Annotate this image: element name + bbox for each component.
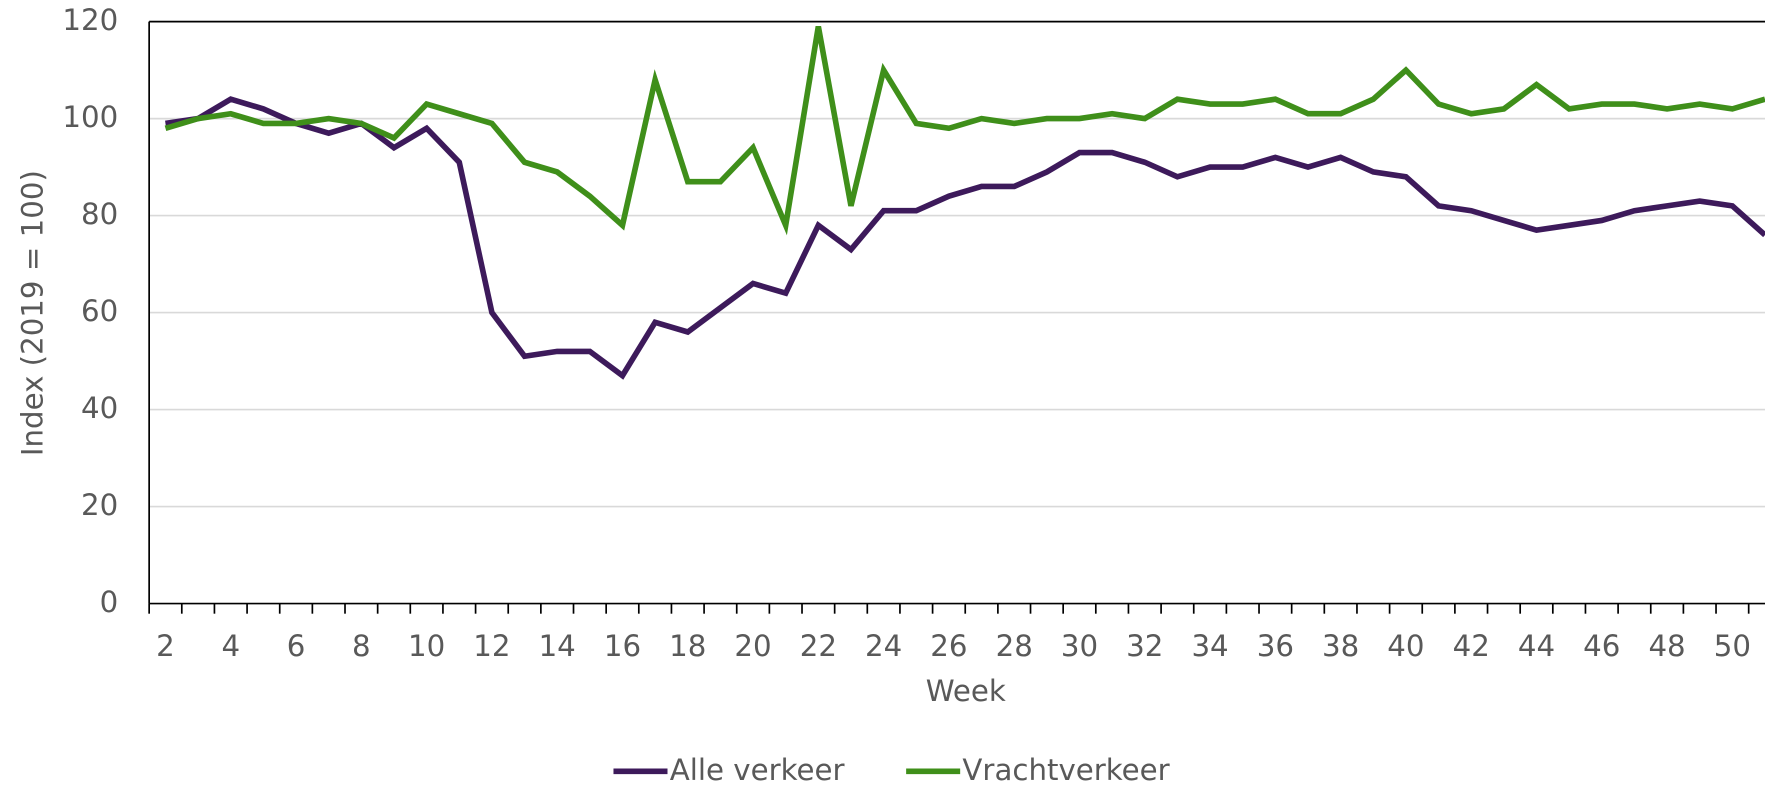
x-tick-label: 38 — [1322, 629, 1359, 663]
legend-label: Alle verkeer — [670, 753, 846, 785]
x-tick-label: 4 — [221, 629, 240, 663]
x-tick-label: 26 — [930, 629, 967, 663]
x-tick-label: 10 — [408, 629, 445, 663]
line-series — [165, 96, 1765, 380]
x-tick-label: 28 — [996, 629, 1033, 663]
x-tick-label: 14 — [539, 629, 576, 663]
x-tick-label: 40 — [1387, 629, 1424, 663]
x-tick-label: 30 — [1061, 629, 1098, 663]
x-tick-label: 48 — [1648, 629, 1685, 663]
x-tick-label: 32 — [1126, 629, 1163, 663]
x-tick-label: 36 — [1257, 629, 1294, 663]
x-tick-label: 8 — [352, 629, 371, 663]
x-tick-label: 46 — [1583, 629, 1620, 663]
x-tick-label: 22 — [800, 629, 837, 663]
y-tick-label: 80 — [81, 197, 118, 231]
x-tick-label: 18 — [669, 629, 706, 663]
x-tick-label: 24 — [865, 629, 902, 663]
x-tick-label: 6 — [287, 629, 306, 663]
y-tick-label: 60 — [81, 294, 118, 328]
x-tick-label: 12 — [473, 629, 510, 663]
y-tick-label: 40 — [81, 391, 118, 425]
x-tick-label: 50 — [1714, 629, 1751, 663]
x-tick-label: 2 — [156, 629, 175, 663]
x-tick-label: 16 — [604, 629, 641, 663]
y-tick-label: 120 — [62, 3, 118, 37]
y-tick-label: 100 — [62, 100, 118, 134]
x-tick-label: 34 — [1191, 629, 1228, 663]
x-tick-label: 42 — [1453, 629, 1490, 663]
y-tick-label: 20 — [81, 488, 118, 522]
line-series — [164, 25, 1765, 236]
x-tick-label: 44 — [1518, 629, 1555, 663]
y-tick-label: 0 — [100, 585, 119, 619]
x-tick-label: 20 — [734, 629, 771, 663]
legend-label: Vrachtverkeer — [962, 753, 1170, 785]
x-axis-label: Week — [926, 674, 1006, 708]
y-axis-label: Index (2019 = 100) — [15, 170, 49, 456]
